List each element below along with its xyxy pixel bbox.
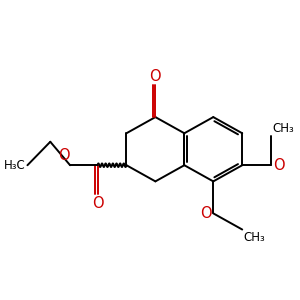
Text: H₃C: H₃C	[4, 159, 26, 172]
Text: O: O	[58, 148, 70, 163]
Text: CH₃: CH₃	[244, 231, 266, 244]
Text: O: O	[92, 196, 103, 211]
Text: O: O	[200, 206, 212, 221]
Text: O: O	[273, 158, 284, 173]
Text: CH₃: CH₃	[273, 122, 294, 135]
Text: O: O	[150, 69, 161, 84]
